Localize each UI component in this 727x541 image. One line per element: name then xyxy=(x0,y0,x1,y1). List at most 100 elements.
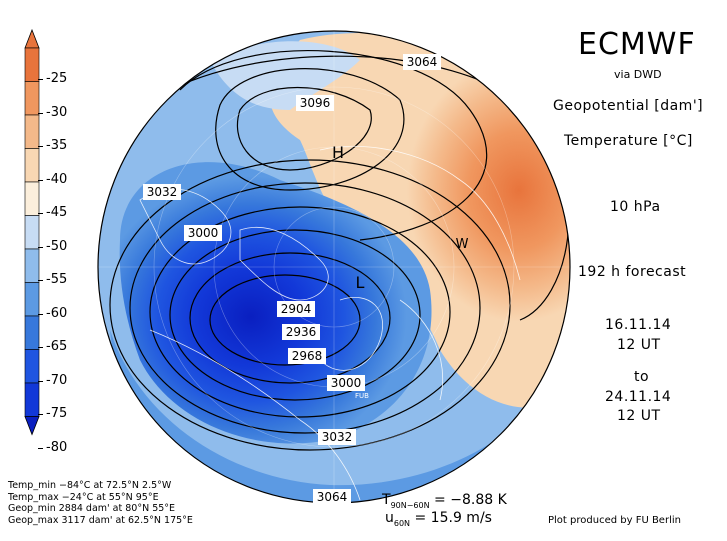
t-symbol: T xyxy=(382,492,391,508)
colorbar-label: -40 xyxy=(46,171,68,187)
colorbar-label: -80 xyxy=(46,439,68,455)
colorbar-label: -65 xyxy=(46,339,68,354)
contour-label: 2936 xyxy=(282,324,320,340)
colorbar-label: -50 xyxy=(46,238,68,254)
geop-max-line: Geop_max 3117 dam' at 62.5°N 175°E xyxy=(8,514,193,526)
colorbar-swatch xyxy=(24,215,40,250)
colorbar-swatch xyxy=(24,114,40,149)
colorbar-tick xyxy=(38,313,43,315)
colorbar-swatch xyxy=(24,282,40,317)
high-marker: H xyxy=(332,143,344,162)
parallel xyxy=(273,206,395,328)
geop-min-line: Geop_min 2884 dam' at 80°N 55°E xyxy=(8,503,176,514)
colorbar-tick xyxy=(38,179,43,181)
temp-min-line: Temp_min −84°C at 72.5°N 2.5°W xyxy=(8,480,172,491)
contour-labels: 3064 3096 3032 3000 2904 2936 xyxy=(143,54,469,505)
contour-line xyxy=(236,87,372,171)
contour-label: 3064 xyxy=(403,54,441,70)
colorbar-swatch xyxy=(24,181,40,216)
init-time: 12 UT xyxy=(617,337,661,353)
colorbar-label: -30 xyxy=(46,104,68,120)
colorbar-tick xyxy=(38,246,43,248)
light-band xyxy=(210,41,360,110)
u-value: = 15.9 m/s xyxy=(414,510,492,526)
svg-text:2968: 2968 xyxy=(292,349,323,363)
to-label: to xyxy=(634,369,650,385)
coastline xyxy=(149,329,361,501)
u-subscript: 60N xyxy=(393,518,411,528)
contour-line xyxy=(129,182,481,434)
geopotential-contours xyxy=(109,50,570,451)
colorbar-swatch xyxy=(24,148,40,183)
colorbar-swatch xyxy=(24,315,40,350)
colorbar-label: -55 xyxy=(46,272,68,287)
coastline xyxy=(239,226,329,301)
svg-text:3064: 3064 xyxy=(407,55,438,69)
svg-text:3032: 3032 xyxy=(322,430,353,444)
colorbar-tick xyxy=(38,213,43,214)
field-geopotential: Geopotential [dam'] xyxy=(553,98,704,114)
colorbar-swatches xyxy=(24,28,40,436)
field-temperature: Temperature [°C] xyxy=(564,133,693,149)
contour-label: 3032 xyxy=(318,429,356,445)
svg-text:2904: 2904 xyxy=(281,302,312,316)
graticule xyxy=(98,31,570,503)
colorbar-label: -25 xyxy=(46,71,68,86)
colorbar-tick xyxy=(38,79,43,80)
coastline xyxy=(139,188,232,265)
svg-text:3096: 3096 xyxy=(300,96,331,110)
colorbar-label: -75 xyxy=(46,406,68,421)
source-label: via DWD xyxy=(614,68,662,81)
svg-text:3000: 3000 xyxy=(188,226,219,240)
contour-line xyxy=(169,229,421,401)
lower-belt xyxy=(110,330,544,503)
colorbar-tick xyxy=(38,414,43,415)
contour-label: 3032 xyxy=(143,184,181,200)
colorbar-tick xyxy=(38,146,43,147)
u-symbol: u xyxy=(385,510,394,526)
colorbar-bottom-arrow xyxy=(24,416,40,436)
valid-time: 12 UT xyxy=(617,408,661,424)
contour-line xyxy=(179,50,488,241)
coastline xyxy=(399,299,443,401)
colorbar-tick xyxy=(38,280,43,281)
contour-line xyxy=(215,68,405,191)
fub-marker: FUB xyxy=(355,392,369,400)
pressure-level: 10 hPa xyxy=(610,199,661,215)
colorbar-tick xyxy=(38,112,43,114)
warm-marker: W xyxy=(456,237,469,252)
colorbar-label: -35 xyxy=(46,138,68,153)
colorbar xyxy=(24,28,40,452)
contour-line xyxy=(189,252,391,384)
init-date: 16.11.14 xyxy=(605,317,672,333)
colorbar-swatch xyxy=(24,47,40,82)
colorbar-swatch xyxy=(24,349,40,384)
temp-max-line: Temp_max −24°C at 55°N 95°E xyxy=(8,491,159,503)
coastline xyxy=(319,145,521,281)
contour-line xyxy=(209,274,361,366)
colorbar-tick xyxy=(38,347,43,348)
wind-mean: u60N = 15.9 m/s xyxy=(385,510,492,528)
svg-text:2936: 2936 xyxy=(286,325,317,339)
extremes-block: Temp_min −84°C at 72.5°N 2.5°W Temp_max … xyxy=(8,480,193,526)
contour-label: 2904 xyxy=(277,301,315,317)
colorbar-swatch xyxy=(24,382,40,417)
forecast-range: 192 h forecast xyxy=(578,264,687,280)
colorbar-label: -60 xyxy=(46,305,68,321)
colorbar-label: -45 xyxy=(46,205,68,220)
contour-label: 3064 xyxy=(313,489,351,505)
contour-label: 2968 xyxy=(288,348,326,364)
contour-label: 3000 xyxy=(184,225,222,241)
contour-line xyxy=(149,206,451,418)
model-title: ECMWF xyxy=(578,27,696,62)
low-marker: L xyxy=(356,273,365,292)
colorbar-tick xyxy=(38,380,43,382)
contour-line xyxy=(109,159,511,451)
coastlines xyxy=(139,145,521,501)
colorbar-swatch xyxy=(24,81,40,116)
coastline xyxy=(319,297,383,371)
svg-text:3000: 3000 xyxy=(331,376,362,390)
svg-text:3032: 3032 xyxy=(147,185,178,199)
colorbar-tick xyxy=(38,447,43,449)
contour-label: 3000 xyxy=(327,375,365,391)
